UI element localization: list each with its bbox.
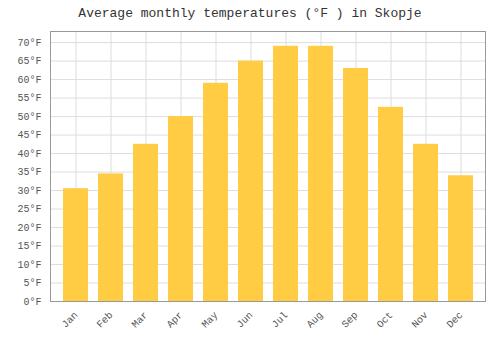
svg-text:50°F: 50°F: [17, 112, 41, 123]
svg-text:Jul: Jul: [270, 310, 291, 331]
svg-text:Sep: Sep: [340, 310, 361, 331]
svg-text:5°F: 5°F: [23, 278, 41, 289]
svg-text:10°F: 10°F: [17, 260, 41, 271]
svg-text:Apr: Apr: [165, 310, 186, 331]
svg-text:25°F: 25°F: [17, 204, 41, 215]
svg-text:Jan: Jan: [60, 310, 81, 331]
svg-text:60°F: 60°F: [17, 75, 41, 86]
svg-text:30°F: 30°F: [17, 186, 41, 197]
svg-text:0°F: 0°F: [23, 297, 41, 308]
svg-text:Feb: Feb: [95, 310, 116, 331]
svg-text:Dec: Dec: [445, 310, 466, 331]
svg-text:15°F: 15°F: [17, 241, 41, 252]
svg-text:70°F: 70°F: [17, 38, 41, 49]
svg-text:20°F: 20°F: [17, 223, 41, 234]
svg-text:Nov: Nov: [410, 310, 431, 331]
svg-text:40°F: 40°F: [17, 149, 41, 160]
svg-text:May: May: [200, 310, 221, 331]
svg-text:Aug: Aug: [305, 310, 326, 331]
svg-text:Oct: Oct: [375, 310, 396, 331]
svg-text:Mar: Mar: [130, 310, 151, 331]
svg-text:45°F: 45°F: [17, 130, 41, 141]
svg-text:Jun: Jun: [235, 310, 256, 331]
html-text:Average monthly temperatures (: Average monthly temperatures (°F ) in Sk…: [78, 6, 422, 21]
svg-text:35°F: 35°F: [17, 167, 41, 178]
svg-text:55°F: 55°F: [17, 93, 41, 104]
svg-text:65°F: 65°F: [17, 56, 41, 67]
